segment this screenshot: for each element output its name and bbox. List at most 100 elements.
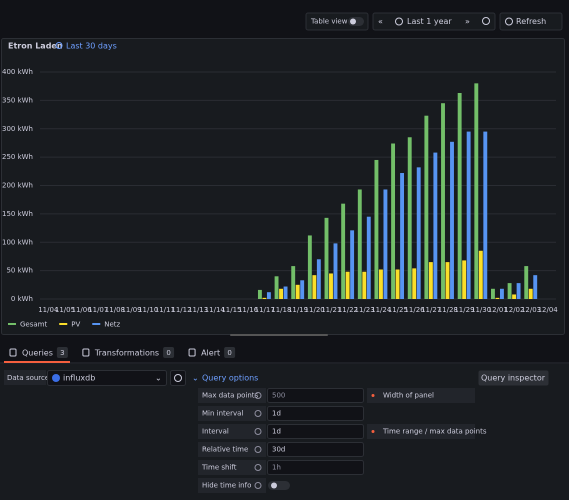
bar <box>262 297 267 299</box>
x-tick-label: 11/30 <box>471 306 491 314</box>
bar <box>507 283 512 299</box>
x-tick-label: 11/17 <box>255 306 275 314</box>
bar <box>279 288 284 299</box>
option-label-box <box>198 460 266 475</box>
x-tick-label: 11/11 <box>155 306 175 314</box>
bar <box>495 297 500 299</box>
bar <box>324 217 329 299</box>
bar <box>424 115 429 299</box>
bar <box>300 280 305 299</box>
refresh-button[interactable] <box>499 12 563 31</box>
icon-clock <box>395 17 403 26</box>
bar <box>416 167 421 299</box>
option-input[interactable] <box>267 460 364 475</box>
x-tick-label: 11/15 <box>221 306 241 314</box>
legend-label[interactable]: Gesamt <box>20 321 47 329</box>
option-input[interactable] <box>267 388 364 403</box>
x-tick-label: 11/08 <box>105 306 125 314</box>
tab-label[interactable]: Queries <box>22 349 53 358</box>
resize-handle[interactable] <box>230 334 328 336</box>
time-picker[interactable] <box>372 12 496 31</box>
query-options-title[interactable]: Query options <box>202 374 258 383</box>
tab-count-box <box>224 347 236 358</box>
y-tick-label: 250 kWh <box>2 153 33 161</box>
tab-count-box <box>163 347 175 358</box>
data-source: influxdb <box>63 374 95 383</box>
legend-swatch <box>59 323 68 325</box>
tab-count-box <box>56 347 68 358</box>
bar <box>499 288 504 299</box>
bar <box>524 266 529 299</box>
x-tick-label: 11/28 <box>438 306 458 314</box>
option-input[interactable] <box>267 442 364 457</box>
x-tick-label: 11/06 <box>72 306 93 314</box>
option-label: Interval <box>202 428 229 436</box>
hint-box <box>367 424 475 439</box>
y-tick-label: 200 kWh <box>2 182 33 190</box>
option-input[interactable] <box>267 406 364 421</box>
x-tick-label: 11/13 <box>188 306 208 314</box>
bar <box>374 159 379 299</box>
chevron: ⌄ <box>192 374 199 383</box>
x-tick-label: 11/20 <box>305 306 325 314</box>
bar <box>378 269 383 299</box>
option-input[interactable] <box>267 424 364 439</box>
option-value: 1h <box>272 464 281 472</box>
bar <box>283 286 288 299</box>
icon-info <box>254 446 262 453</box>
hint-box <box>367 388 475 403</box>
bar <box>362 271 367 299</box>
option-label: Relative time <box>202 446 248 454</box>
x-tick-label: 11/07 <box>88 306 108 314</box>
legend-label[interactable]: Netz <box>104 321 120 329</box>
x-tick-label: 11/22 <box>338 306 358 314</box>
x-tick-label: 11/04 <box>38 306 59 314</box>
legend-label[interactable]: PV <box>71 321 80 329</box>
bar <box>291 266 296 299</box>
y-tick-label: 0 kWh <box>11 295 33 303</box>
x-tick-label: 11/26 <box>404 306 425 314</box>
bar <box>350 230 355 299</box>
icon-influx <box>52 374 60 382</box>
bar <box>257 289 262 299</box>
bar <box>341 203 346 299</box>
tab-icon <box>188 348 196 357</box>
option-label-box <box>198 478 266 493</box>
bar <box>307 235 312 299</box>
panel-title: Etron Laden <box>8 42 63 51</box>
option-label-box <box>198 406 266 421</box>
bar <box>295 284 300 299</box>
option-label-box <box>198 442 266 457</box>
option-label: Min interval <box>202 410 243 418</box>
data-source-select[interactable] <box>47 370 167 386</box>
icon-refresh <box>505 17 513 26</box>
x-tick-label: 12/02 <box>504 306 524 314</box>
x-tick-label: 11/10 <box>138 306 158 314</box>
tab-label[interactable]: Transformations <box>94 349 159 358</box>
bar <box>466 131 471 299</box>
y-tick-label: 400 kWh <box>2 68 33 76</box>
chevron: ⌄ <box>155 374 162 383</box>
icon-forward: » <box>465 17 470 26</box>
y-tick-label: 150 kWh <box>2 210 33 218</box>
y-tick-label: 50 kWh <box>6 267 33 275</box>
help-button[interactable] <box>170 370 186 386</box>
bar <box>412 268 417 299</box>
tab-label[interactable]: Alert <box>201 349 220 358</box>
bar <box>400 173 405 299</box>
data-source-label-box <box>4 370 46 385</box>
query-inspector-button[interactable] <box>478 370 549 386</box>
bar <box>316 259 321 299</box>
option-label: Hide time info <box>202 482 251 490</box>
bar <box>457 92 462 299</box>
tab-icon <box>9 348 17 357</box>
hint-marker <box>371 430 375 433</box>
bar <box>391 143 396 299</box>
option-switch-knob <box>271 482 277 489</box>
option-label-box <box>198 424 266 439</box>
option-hint: Width of panel <box>383 392 434 400</box>
icon-clock <box>55 42 63 49</box>
x-tick-label: 11/24 <box>371 306 392 314</box>
y-tick-label: 100 kWh <box>2 238 33 246</box>
